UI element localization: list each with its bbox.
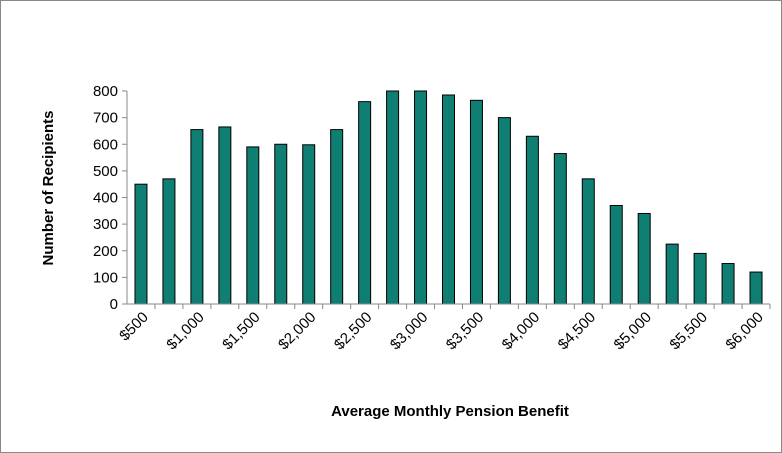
- bar: [274, 143, 288, 305]
- bar: [218, 126, 232, 305]
- bar: [721, 263, 735, 305]
- bar: [693, 252, 707, 305]
- bar: [246, 146, 260, 305]
- y-tick-label: 200: [93, 243, 118, 260]
- bar: [469, 99, 483, 305]
- bar: [581, 178, 595, 305]
- y-tick-label: 800: [93, 83, 118, 100]
- bar: [134, 183, 148, 305]
- bar: [553, 153, 567, 305]
- x-axis-title: Average Monthly Pension Benefit: [331, 403, 569, 420]
- bar: [414, 90, 428, 305]
- y-tick-label: 0: [110, 296, 118, 313]
- bar: [330, 129, 344, 305]
- bar: [525, 135, 539, 305]
- bar: [302, 144, 316, 305]
- bar: [358, 101, 372, 305]
- bar: [749, 271, 763, 305]
- y-tick-label: 500: [93, 163, 118, 180]
- y-tick-label: 600: [93, 136, 118, 153]
- y-tick-label: 100: [93, 269, 118, 286]
- bar: [609, 204, 623, 305]
- bar: [497, 117, 511, 305]
- y-tick-label: 400: [93, 190, 118, 207]
- bar: [386, 90, 400, 305]
- y-tick-label: 700: [93, 110, 118, 127]
- bar: [190, 129, 204, 305]
- y-axis-title: Number of Recipients: [40, 110, 57, 265]
- bar: [665, 243, 679, 305]
- y-tick-label: 300: [93, 216, 118, 233]
- bar: [442, 94, 455, 305]
- bar: [162, 178, 176, 305]
- bar: [637, 212, 651, 305]
